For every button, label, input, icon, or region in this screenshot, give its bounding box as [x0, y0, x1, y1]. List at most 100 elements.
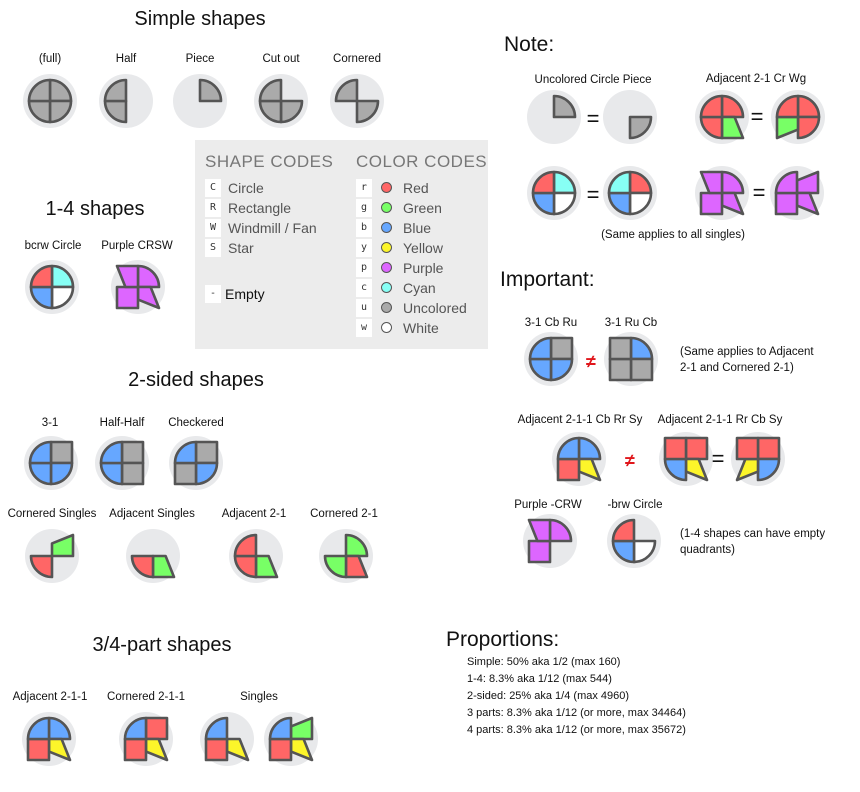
shape-piece — [160, 61, 240, 141]
note-footnote: (Same applies to all singles) — [601, 229, 745, 241]
code-name: Windmill / Fan — [228, 220, 317, 236]
shape-full — [10, 61, 90, 141]
equals-sign: = — [711, 446, 725, 471]
shape-label: Adjacent Singles — [109, 508, 195, 520]
quadrant-top-left-circle — [775, 94, 800, 119]
important-label: Adjacent 2-1-1 Cb Rr Sy — [517, 414, 643, 426]
shape-label: Half — [115, 53, 137, 65]
quadrant-bottom-left-rect — [26, 737, 51, 762]
shape-adj-211-rr-cb-sy-a — [646, 419, 726, 499]
shape-purple-a — [682, 153, 762, 233]
shape-svg — [319, 529, 373, 583]
shape-singles-4 — [251, 699, 331, 779]
shape-label: 3-1 — [41, 417, 59, 429]
shape-svg — [111, 260, 165, 314]
shape-bcrw-b — [590, 153, 670, 233]
shape-svg — [527, 166, 581, 220]
proportion-line: Simple: 50% aka 1/2 (max 160) — [467, 656, 621, 668]
quadrant-top-left-circle — [699, 94, 724, 119]
code-name: Circle — [228, 180, 264, 196]
important-label: 3-1 Cb Ru — [524, 317, 578, 329]
shape-svg — [771, 90, 825, 144]
code-name: Empty — [225, 286, 265, 302]
shape-svg — [229, 529, 283, 583]
shape-purple-crw — [510, 501, 590, 581]
note-label: Uncolored Circle Piece — [534, 74, 652, 86]
quadrant-top-left-circle — [233, 533, 258, 558]
equals-sign: = — [586, 182, 600, 207]
quadrant-top-left-circle — [556, 436, 581, 461]
quadrant-bottom-right-circle — [796, 115, 821, 140]
quadrant-top-left-circle — [123, 716, 148, 741]
shape-svg — [99, 74, 153, 128]
not-equal-sign: ≠ — [586, 351, 596, 372]
note-line: (Same applies to Adjacent — [680, 346, 814, 358]
quadrant-bottom-left-rect — [204, 737, 229, 762]
shape-svg — [25, 529, 79, 583]
quadrant-top-left-rect — [735, 436, 760, 461]
shape-label: bcrw Circle — [24, 240, 82, 252]
shape-cornered-singles — [12, 516, 92, 596]
shape-bcrw-circle — [12, 247, 92, 327]
simple-shapes-title: Simple shapes — [134, 8, 266, 30]
shape-piece-br — [590, 77, 670, 157]
equals-sign: = — [752, 180, 766, 205]
code-name: Yellow — [403, 240, 443, 256]
quadrant-top-left-rect — [663, 436, 688, 461]
shape-svg — [603, 90, 657, 144]
quadrant-top-right-rect — [549, 336, 574, 361]
quadrant-top-left-circle — [531, 170, 556, 195]
code-name: Rectangle — [228, 200, 292, 216]
important-label: 3-1 Ru Cb — [604, 317, 658, 329]
quadrant-top-right-rect — [49, 440, 74, 465]
shape-svg — [524, 332, 578, 386]
shape-cornered-2-1-1 — [106, 699, 186, 779]
code-name: Red — [403, 180, 429, 196]
important-note-1: (Same applies to Adjacent 2-1 and Cornere… — [680, 344, 814, 376]
shape-brw-circle — [594, 501, 674, 581]
shape-svg — [254, 74, 308, 128]
quadrant-top-left-circle — [611, 518, 636, 543]
quadrant-bottom-right-circle — [756, 457, 781, 482]
shape-adj-211-cb-rr-sy — [539, 419, 619, 499]
shape-svg — [200, 712, 254, 766]
shape-svg — [25, 260, 79, 314]
shape-svg — [731, 432, 785, 486]
code-chip: S — [205, 239, 221, 257]
code-chip: c — [356, 279, 372, 297]
shape-adjacent-2-1 — [216, 516, 296, 596]
code-name: Star — [228, 240, 254, 256]
shape-checkered — [156, 423, 236, 503]
shape-bcrw-a — [514, 153, 594, 233]
shape-svg — [603, 166, 657, 220]
quadrant-top-left-rect — [608, 336, 633, 361]
quadrant-top-left-circle — [26, 716, 51, 741]
shape-half-half — [82, 423, 162, 503]
quadrant-top-left-circle — [528, 336, 553, 361]
shape-label: Cut out — [262, 53, 300, 65]
important-label: Purple -CRW — [514, 499, 582, 511]
color-swatch-icon — [381, 282, 392, 293]
shape-adjacent-2-1-b — [758, 77, 838, 157]
note-title: Note: — [504, 33, 555, 56]
quadrant-bottom-left-rect — [774, 191, 799, 216]
quadrant-top-right-circle — [552, 94, 577, 119]
shape-svg — [169, 436, 223, 490]
equals-sign: = — [750, 104, 764, 129]
code-chip: p — [356, 259, 372, 277]
code-chip: y — [356, 239, 372, 257]
quadrant-bottom-left-circle — [29, 554, 54, 579]
code-chip: g — [356, 199, 372, 217]
code-chip: w — [356, 319, 372, 337]
color-swatch-icon — [381, 182, 392, 193]
code-chip: C — [205, 179, 221, 197]
quadrant-top-left-circle — [103, 78, 128, 103]
shape-svg — [659, 432, 713, 486]
shape-adj-211-rr-cb-sy-b — [718, 419, 798, 499]
shape-label: Piece — [185, 53, 215, 65]
shape-label: Adjacent 2-1-1 — [12, 691, 88, 703]
quadrant-top-left-circle — [99, 440, 124, 465]
quadrant-bottom-right-rect — [120, 461, 145, 486]
quadrant-bottom-right-circle — [355, 99, 380, 124]
proportion-line: 1-4: 8.3% aka 1/12 (max 544) — [467, 673, 612, 685]
